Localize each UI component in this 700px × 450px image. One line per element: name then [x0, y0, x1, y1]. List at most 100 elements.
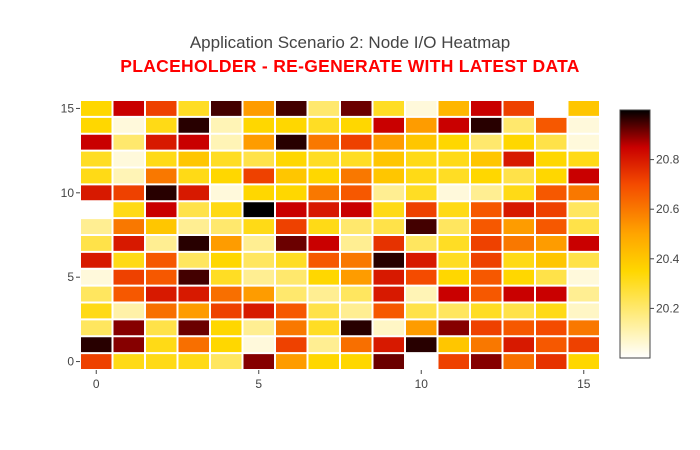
heatmap-cell	[568, 117, 599, 133]
heatmap-cell	[568, 134, 599, 150]
heatmap-cell	[146, 134, 177, 150]
heatmap-cell	[308, 269, 339, 285]
heatmap-cell	[178, 337, 209, 353]
heatmap-cell	[568, 185, 599, 201]
heatmap-cell	[308, 202, 339, 218]
heatmap-cell	[243, 286, 274, 302]
heatmap-cell	[81, 269, 112, 285]
heatmap-cell	[308, 134, 339, 150]
colorbar-gradient	[619, 109, 651, 359]
heatmap-cell	[211, 337, 242, 353]
heatmap-cell	[211, 168, 242, 184]
heatmap-cell	[341, 151, 372, 167]
heatmap-cell	[503, 134, 534, 150]
heatmap-cell	[373, 185, 404, 201]
heatmap-cell	[243, 168, 274, 184]
heatmap-cell	[113, 101, 144, 116]
heatmap-cell	[438, 354, 469, 369]
heatmap-cell	[146, 101, 177, 116]
heatmap-cell	[276, 219, 307, 234]
heatmap-cell	[211, 286, 242, 302]
heatmap-cell	[373, 303, 404, 319]
heatmap-cell	[276, 168, 307, 184]
heatmap-cell	[373, 202, 404, 218]
heatmap-cell	[308, 252, 339, 268]
heatmap-cell	[178, 354, 209, 369]
heatmap-cell	[243, 236, 274, 251]
heatmap-cell	[471, 202, 502, 218]
heatmap-cell	[308, 354, 339, 369]
heatmap-cell	[178, 286, 209, 302]
x-tick-label: 10	[415, 377, 429, 391]
heatmap-cell	[471, 236, 502, 251]
heatmap-cell	[406, 134, 437, 150]
heatmap-cell	[276, 354, 307, 369]
heatmap-cell	[503, 117, 534, 133]
heatmap-cell	[81, 219, 112, 234]
heatmap-cell	[113, 303, 144, 319]
heatmap-cell	[308, 219, 339, 234]
heatmap-cell	[211, 219, 242, 234]
heatmap-cell	[471, 168, 502, 184]
heatmap-cell	[438, 303, 469, 319]
heatmap-cell	[373, 252, 404, 268]
heatmap-cell	[146, 168, 177, 184]
heatmap-cell	[211, 252, 242, 268]
heatmap-cell	[113, 337, 144, 353]
heatmap-cell	[471, 269, 502, 285]
heatmap-cell	[536, 185, 567, 201]
colorbar-tick-label: 20.2	[656, 301, 680, 315]
heatmap-cell	[503, 320, 534, 336]
heatmap-cell	[113, 168, 144, 184]
heatmap-cell	[503, 286, 534, 302]
heatmap-cell	[81, 134, 112, 150]
heatmap-cell	[308, 185, 339, 201]
heatmap-cell	[178, 117, 209, 133]
heatmap-cell	[406, 151, 437, 167]
heatmap-cell	[438, 168, 469, 184]
heatmap-cell	[503, 236, 534, 251]
heatmap-cell	[178, 219, 209, 234]
heatmap-cell	[438, 320, 469, 336]
heatmap-cell	[568, 286, 599, 302]
heatmap-cell	[113, 151, 144, 167]
heatmap-cell	[503, 219, 534, 234]
heatmap-cell	[568, 151, 599, 167]
heatmap-cell	[406, 168, 437, 184]
heatmap-cell	[113, 185, 144, 201]
heatmap-cell	[243, 354, 274, 369]
heatmap-cell	[276, 151, 307, 167]
heatmap-cell	[113, 252, 144, 268]
heatmap-cell	[503, 303, 534, 319]
heatmap-cell	[438, 219, 469, 234]
heatmap-cell	[536, 337, 567, 353]
heatmap-cell	[146, 354, 177, 369]
heatmap-cell	[536, 320, 567, 336]
heatmap-cell	[211, 320, 242, 336]
heatmap-cell	[536, 303, 567, 319]
heatmap-cell	[243, 202, 274, 218]
heatmap-cell	[471, 117, 502, 133]
heatmap-cell	[178, 168, 209, 184]
heatmap-cell	[341, 134, 372, 150]
heatmap-cell	[211, 236, 242, 251]
heatmap-cell	[276, 320, 307, 336]
heatmap-cell	[471, 219, 502, 234]
heatmap-cell	[308, 117, 339, 133]
x-tick-label: 5	[255, 377, 262, 391]
heatmap-cell	[178, 320, 209, 336]
heatmap-cell	[503, 168, 534, 184]
colorbar-tick-label: 20.6	[656, 202, 680, 216]
heatmap-cell	[341, 101, 372, 116]
heatmap-cell	[113, 320, 144, 336]
heatmap-cell	[406, 252, 437, 268]
heatmap-cell	[503, 185, 534, 201]
heatmap-cell	[568, 354, 599, 369]
heatmap-cell	[146, 252, 177, 268]
heatmap-cell	[113, 354, 144, 369]
heatmap-cell	[178, 252, 209, 268]
heatmap-cell	[211, 101, 242, 116]
heatmap-cell	[243, 320, 274, 336]
heatmap-cell	[178, 101, 209, 116]
